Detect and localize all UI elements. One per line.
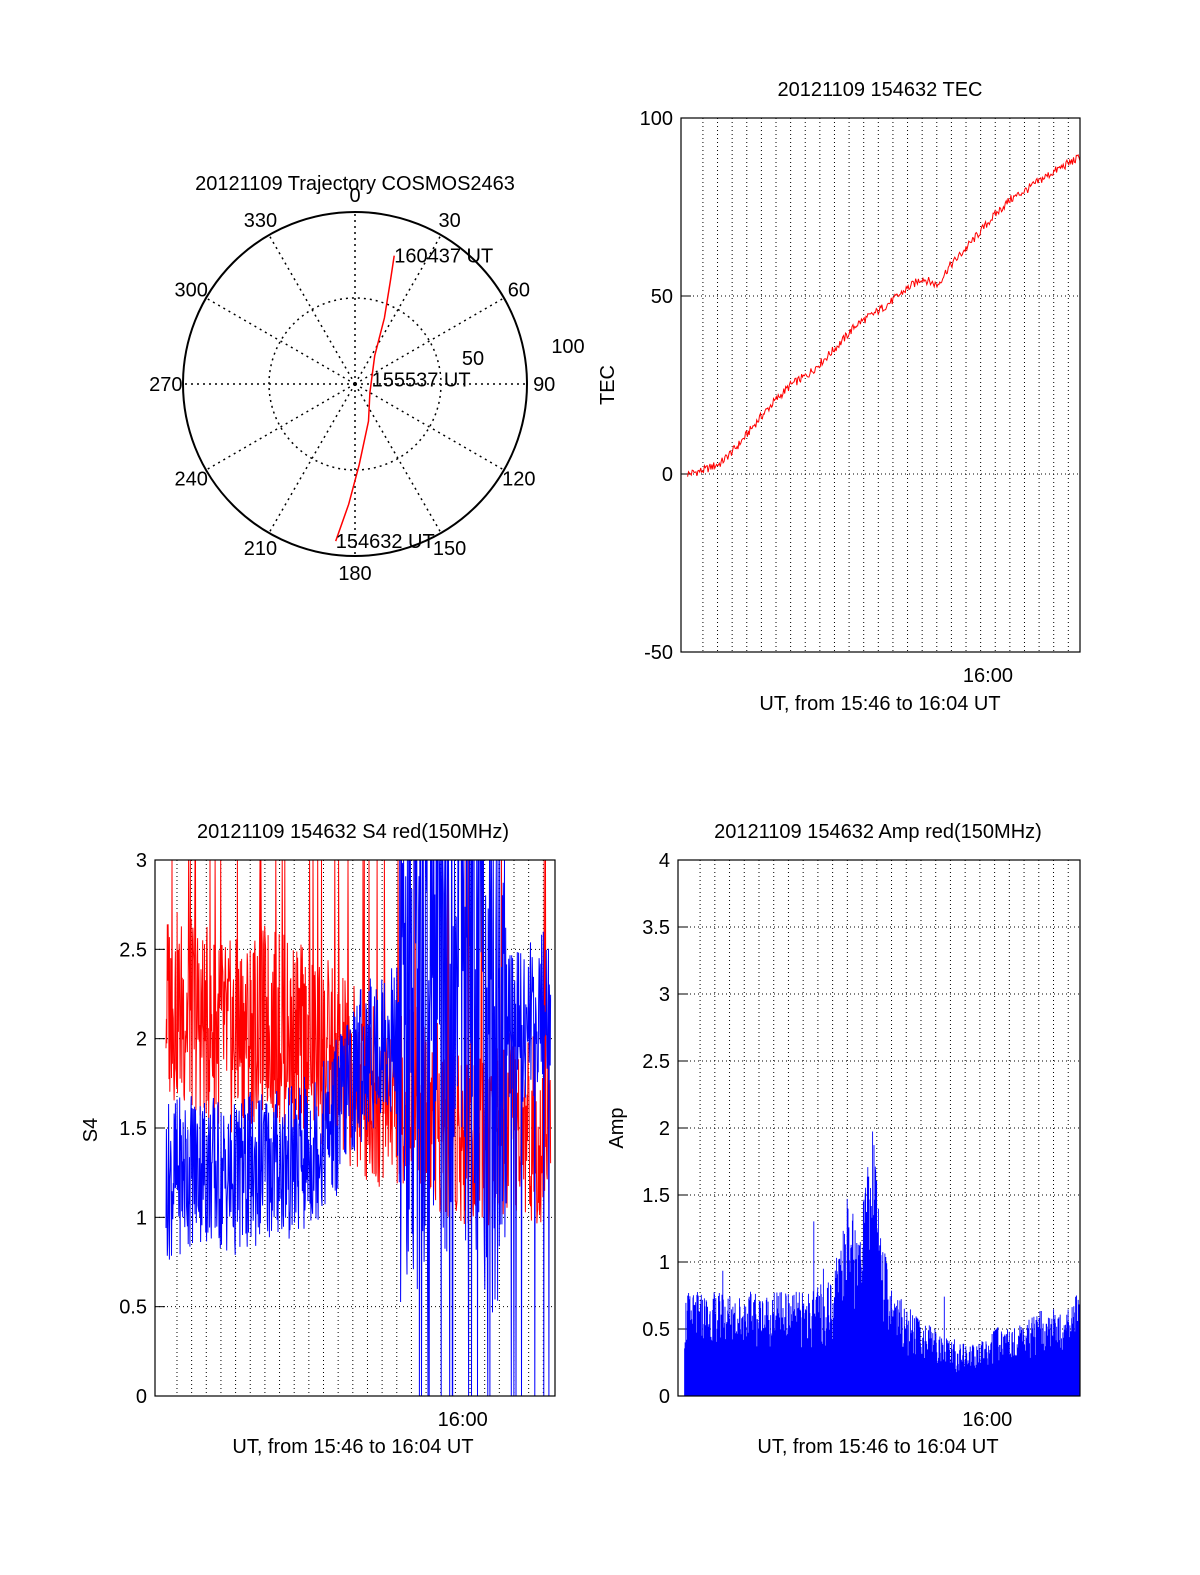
amp-frame [677,859,1081,1397]
polar-title: 20121109 Trajectory COSMOS2463 [195,173,515,195]
amp-ytick-label: 3 [659,984,670,1006]
tec-series [687,154,1081,477]
s4-ytick-label: 2.5 [119,939,147,961]
tec-frame [680,117,1081,653]
s4-series [165,859,552,1397]
s4-title: 20121109 154632 S4 red(150MHz) [197,821,509,843]
amp-xlabel: UT, from 15:46 to 16:04 UT [757,1436,998,1458]
s4-xtick-label: 16:00 [438,1409,488,1431]
polar-angle-label: 180 [338,563,371,585]
amp-ytick-label: 1.5 [642,1185,670,1207]
tec-xticks: 16:00 [963,665,1013,687]
polar-time-annotation: 154632 UT [336,531,435,553]
polar-angle-label: 300 [174,279,207,301]
s4-xlabel: UT, from 15:46 to 16:04 UT [232,1436,473,1458]
polar-annotations: 160437 UT 155537 UT 154632 UT [336,246,493,553]
s4-ytick-label: 3 [136,850,147,872]
polar-time-annotation: 160437 UT [394,246,493,268]
polar-radius-label: 50 [462,348,484,370]
tec-panel: 20121109 154632 TEC TEC UT, from 15:46 t… [597,79,1081,715]
amp-ytick-label: 2 [659,1118,670,1140]
amp-ytick-label: 0.5 [642,1319,670,1341]
amp-ytick-label: 0 [659,1386,670,1408]
tec-yticks: 100 50 0 -50 [640,108,691,664]
amp-xticks: 16:00 [962,1409,1012,1431]
s4-ytick-label: 1 [136,1207,147,1229]
polar-grid-spoke [354,383,505,471]
amp-series [684,1131,1081,1396]
polar-angle-label: 30 [438,210,460,232]
tec-grid [681,118,1080,652]
s4-frame [154,859,556,1397]
polar-grid-spoke [354,383,442,534]
s4-ytick-label: 2 [136,1029,147,1051]
polar-grid-spoke [354,234,442,385]
polar-angle-label: 150 [433,538,466,560]
tec-ytick-label: 100 [640,108,673,130]
amp-xtick-label: 16:00 [962,1409,1012,1431]
polar-grid-spoke [354,297,505,385]
polar-angle-label: 240 [174,469,207,491]
amp-ytick-label: 4 [659,850,670,872]
polar-grid-spoke [205,297,356,385]
amp-ylabel: Amp [606,1107,628,1148]
tec-title: 20121109 154632 TEC [778,79,983,101]
amp-ytick-label: 2.5 [642,1051,670,1073]
polar-angle-label: 90 [533,374,555,396]
tec-xlabel: UT, from 15:46 to 16:04 UT [759,693,1000,715]
polar-grid [183,212,527,556]
amp-series-line [684,1131,1081,1396]
tec-series-line [687,154,1081,477]
amp-yticks: 4 3.5 3 2.5 2 1.5 1 0.5 0 [642,850,688,1408]
amp-ytick-label: 3.5 [642,917,670,939]
s4-ytick-label: 1.5 [119,1118,147,1140]
polar-angle-label: 120 [502,469,535,491]
polar-trajectory-plot: 20121109 Trajectory COSMOS2463 0 30 60 90 12… [149,173,585,585]
polar-trajectory-line [334,255,395,542]
s4-series-line [165,859,552,1397]
s4-ytick-label: 0.5 [119,1297,147,1319]
polar-grid-spoke [268,234,356,385]
amp-ytick-label: 1 [659,1252,670,1274]
s4-ytick-label: 0 [136,1386,147,1408]
tec-ytick-label: -50 [644,642,673,664]
s4-ylabel: S4 [80,1118,102,1142]
polar-outer-circle [182,211,528,557]
tec-ylabel: TEC [597,365,619,405]
polar-angle-label: 330 [244,210,277,232]
polar-radius-label: 100 [551,336,584,358]
tec-ytick-label: 50 [651,286,673,308]
polar-angle-label: 270 [149,374,182,396]
polar-grid-spoke [268,383,356,534]
polar-angle-labels: 0 30 60 90 120 150 180 210 240 270 300 330 [149,185,555,585]
polar-grid-spoke [205,383,356,471]
s4-panel: 20121109 154632 S4 red(150MHz) S4 UT, fr… [80,821,556,1458]
s4-yticks: 3 2.5 2 1.5 1 0.5 0 [119,850,165,1408]
amp-panel: 20121109 154632 Amp red(150MHz) Amp UT, … [606,821,1081,1458]
amp-title: 20121109 154632 Amp red(150MHz) [714,821,1042,843]
polar-trajectory [334,255,395,542]
s4-xticks: 16:00 [438,1409,488,1431]
tec-ytick-label: 0 [662,464,673,486]
polar-angle-label: 210 [244,538,277,560]
polar-angle-label: 60 [508,279,530,301]
tec-xtick-label: 16:00 [963,665,1013,687]
polar-angle-label: 0 [349,185,360,207]
polar-time-annotation: 155537 UT [372,370,471,392]
